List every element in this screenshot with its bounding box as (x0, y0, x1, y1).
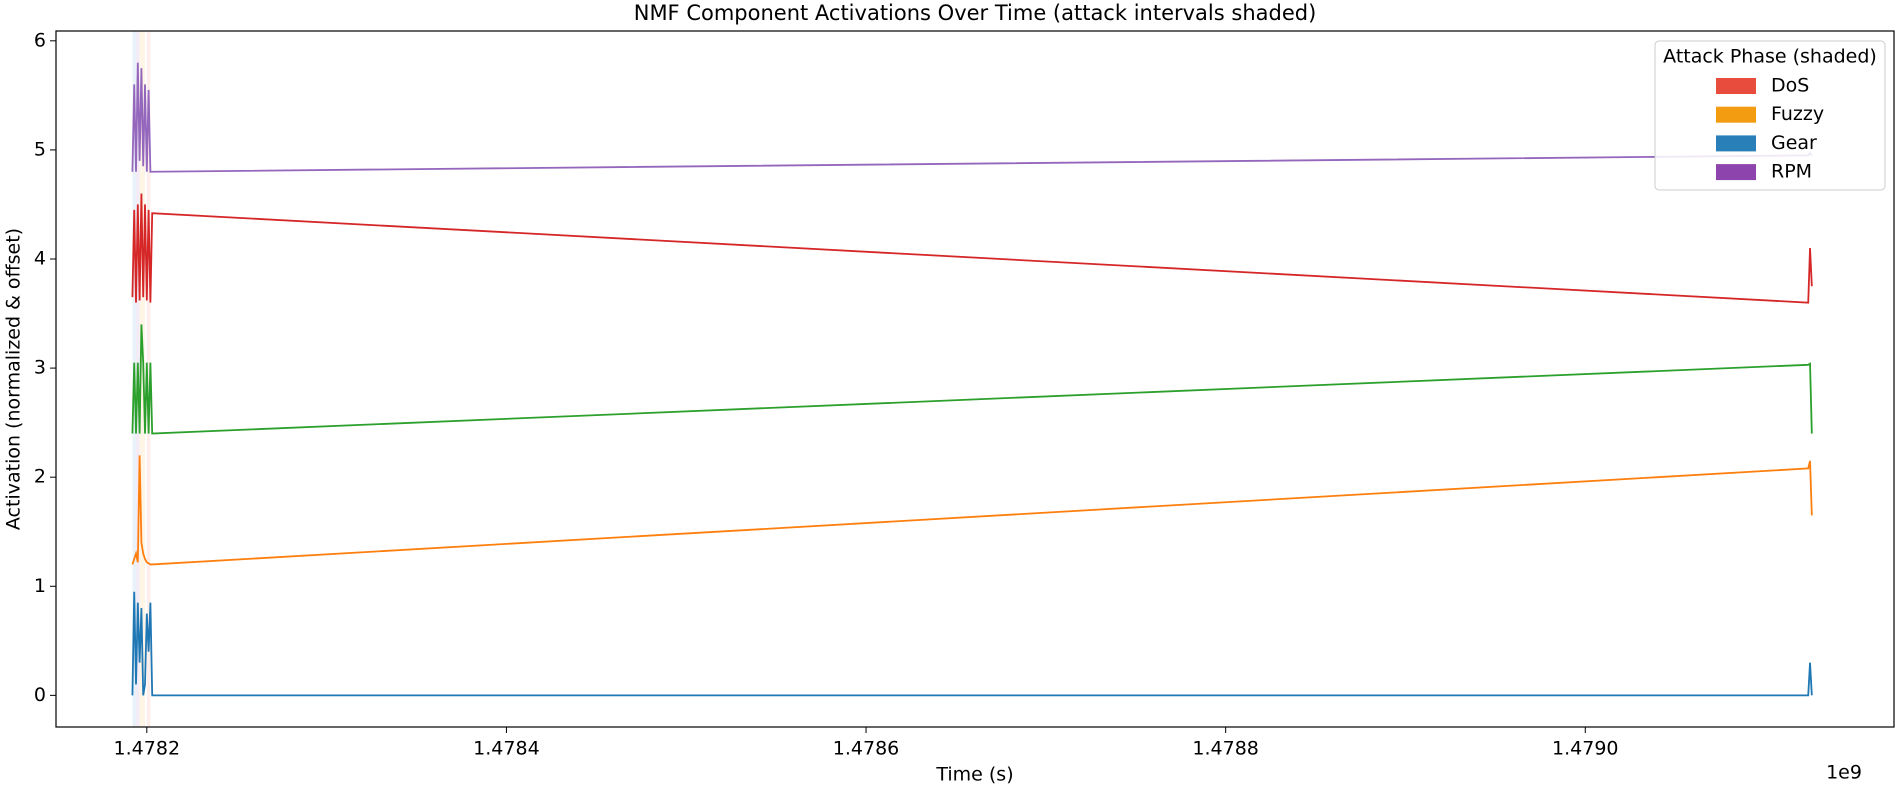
x-axis-label: Time (s) (935, 764, 1013, 786)
legend-label: Gear (1771, 132, 1817, 154)
legend-swatch (1716, 78, 1756, 94)
x-offset-label: 1e9 (1826, 762, 1862, 784)
x-tick-label: 1.4782 (114, 738, 180, 760)
y-axis-label: Activation (normalized & offset) (3, 228, 25, 530)
series-line (131, 62, 1813, 173)
chart-title: NMF Component Activations Over Time (att… (634, 1, 1317, 25)
y-tick-label: 1 (34, 575, 46, 597)
legend-label: RPM (1771, 161, 1812, 183)
y-tick-label: 0 (34, 684, 46, 706)
legend-label: DoS (1771, 75, 1809, 97)
legend-swatch (1716, 135, 1756, 152)
y-tick-label: 4 (34, 248, 46, 270)
legend-swatch (1716, 164, 1756, 181)
series-line (131, 591, 1813, 697)
plot-frame (55, 30, 1895, 728)
x-tick-label: 1.4788 (1192, 738, 1258, 760)
x-tick-label: 1.4790 (1552, 738, 1618, 760)
attack-interval (146, 31, 151, 727)
y-tick-label: 5 (34, 138, 46, 160)
legend-box (1654, 40, 1886, 191)
x-tick-label: 1.4786 (833, 738, 899, 760)
legend-swatch (1716, 106, 1756, 123)
x-tick-label: 1.4784 (473, 738, 539, 760)
y-tick-label: 2 (34, 466, 46, 488)
series-line (131, 455, 1813, 566)
legend-label: Fuzzy (1771, 103, 1824, 125)
legend-title: Attack Phase (shaded) (1663, 46, 1877, 68)
series-line (131, 193, 1813, 304)
attack-interval (139, 31, 146, 727)
y-tick-label: 6 (34, 29, 46, 51)
y-tick-label: 3 (34, 357, 46, 379)
series-line (131, 324, 1813, 435)
